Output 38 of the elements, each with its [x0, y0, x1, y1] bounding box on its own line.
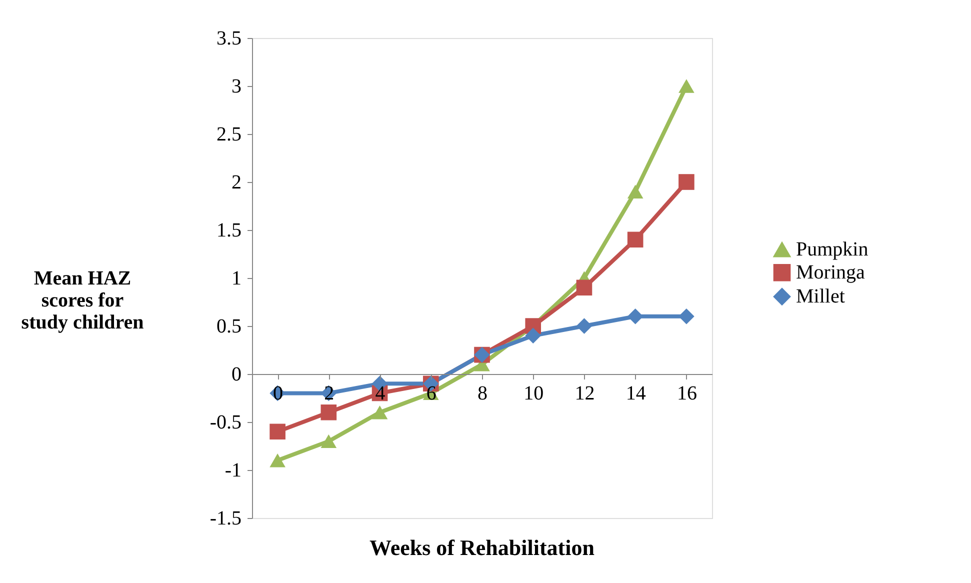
- x-tick-label: 0: [273, 382, 284, 404]
- y-tick-label: -0.5: [210, 412, 242, 434]
- point: [320, 434, 337, 448]
- y-tick-label: 3: [232, 76, 242, 98]
- y-tick-label: 1: [232, 268, 242, 290]
- point: [372, 406, 388, 420]
- point: [627, 184, 644, 198]
- y-tick-label: 0.5: [216, 316, 242, 338]
- point: [678, 308, 694, 324]
- y-tick-label: 3.5: [216, 28, 242, 50]
- point: [627, 308, 644, 324]
- point: [525, 328, 542, 344]
- y-tick-label: -1: [224, 460, 242, 482]
- point: [320, 404, 337, 420]
- y-axis-title: Mean HAZ scores for study children: [21, 268, 144, 334]
- point: [678, 174, 694, 190]
- x-tick-label: 16: [676, 382, 697, 404]
- y-tick-label: 1.5: [216, 220, 242, 242]
- x-tick-label: 4: [375, 382, 386, 404]
- y-tick-label: 0: [232, 364, 242, 386]
- x-tick-label: 2: [324, 382, 334, 404]
- point: [270, 424, 286, 440]
- y-tick-label: 2: [232, 172, 242, 194]
- point: [627, 232, 644, 248]
- legend-label: Moringa: [796, 262, 865, 284]
- point: [270, 454, 286, 468]
- point: [678, 79, 694, 93]
- y-tick-label: -1.5: [210, 508, 242, 530]
- point: [576, 280, 592, 296]
- y-tick-label: 2.5: [216, 124, 242, 146]
- x-tick-label: 10: [524, 382, 544, 404]
- legend-label: Millet: [796, 286, 846, 308]
- x-tick-label: 8: [478, 382, 488, 404]
- x-tick-label: 14: [626, 382, 646, 404]
- x-tick-label: 12: [574, 382, 595, 404]
- point: [576, 318, 592, 334]
- legend-label: Pumpkin: [796, 238, 868, 261]
- x-axis-title: Weeks of Rehabilitation: [370, 535, 594, 560]
